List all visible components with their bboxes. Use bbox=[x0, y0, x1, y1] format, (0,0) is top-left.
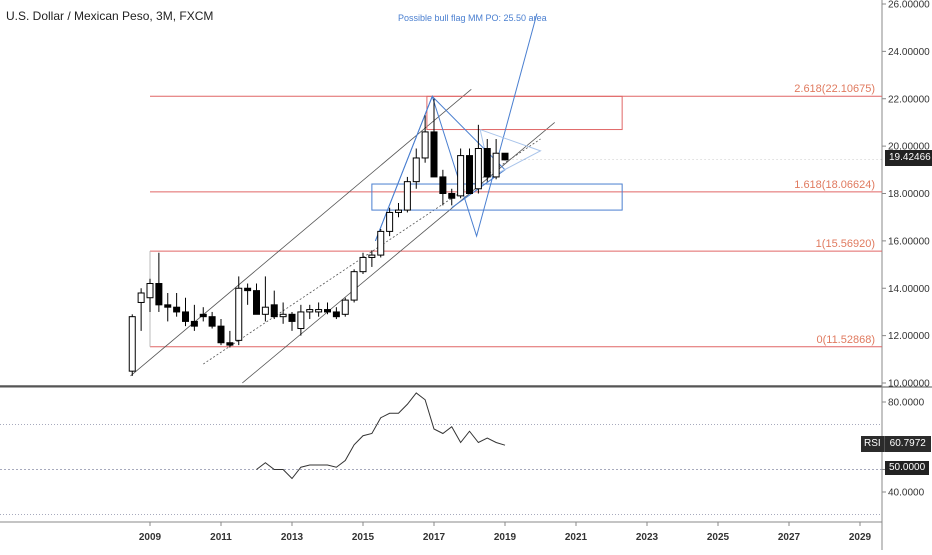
channel-lower-line bbox=[242, 122, 555, 384]
candle-up bbox=[457, 155, 465, 197]
time-tick-label: 2013 bbox=[281, 532, 304, 543]
channel-upper-line bbox=[130, 88, 472, 377]
candle-down bbox=[164, 304, 172, 308]
candle-down bbox=[430, 131, 438, 178]
candle-down bbox=[483, 147, 491, 178]
fib-level-label: 2.618(22.10675) bbox=[794, 83, 875, 95]
time-tick-label: 2019 bbox=[494, 532, 517, 543]
candle-down bbox=[226, 342, 234, 346]
candle-up bbox=[279, 313, 287, 318]
projection-polyline bbox=[374, 13, 538, 242]
fib-level-label: 0(11.52868) bbox=[816, 334, 875, 346]
drawings-layer bbox=[130, 13, 623, 384]
target-zone-red-box bbox=[426, 95, 623, 131]
candle-up bbox=[306, 309, 314, 313]
price-tick-label: 10.00000 bbox=[888, 379, 930, 390]
support-zone-blue-box bbox=[371, 183, 623, 211]
candle-up bbox=[146, 283, 154, 299]
candle-down bbox=[288, 313, 296, 322]
rsi-layer bbox=[0, 392, 882, 515]
candles-layer bbox=[128, 98, 882, 376]
candle-up bbox=[403, 181, 411, 211]
time-tick-label: 2015 bbox=[352, 532, 375, 543]
candle-up bbox=[386, 211, 394, 232]
candle-up bbox=[128, 316, 136, 372]
candle-up bbox=[395, 209, 402, 213]
rsi-badge-value: 60.7972 bbox=[883, 436, 931, 452]
candle-down bbox=[155, 283, 163, 306]
flagpole-line bbox=[374, 96, 433, 242]
candle-down bbox=[217, 325, 225, 344]
candle-down bbox=[324, 309, 331, 313]
candle-down bbox=[244, 287, 252, 292]
time-tick-label: 2027 bbox=[778, 532, 801, 543]
candle-up bbox=[137, 292, 145, 303]
time-tick-label: 2009 bbox=[139, 532, 162, 543]
candle-up bbox=[341, 299, 349, 315]
candle-up bbox=[474, 147, 482, 190]
rsi-tick-label: 80.0000 bbox=[888, 398, 925, 409]
rsi-fifty-badge: 50.0000 bbox=[885, 461, 930, 475]
rsi-badge-label: RSI bbox=[861, 436, 884, 452]
candle-up bbox=[235, 287, 243, 341]
candle-down bbox=[253, 290, 260, 315]
rsi-line bbox=[256, 392, 506, 480]
fib-level-label: 1.618(18.06624) bbox=[794, 179, 875, 191]
candle-down bbox=[208, 316, 216, 327]
candle-down bbox=[199, 313, 207, 318]
candle-up bbox=[297, 311, 305, 330]
price-tick-label: 26.00000 bbox=[888, 0, 930, 11]
price-tick-label: 14.00000 bbox=[888, 284, 930, 295]
pennant-triangle bbox=[479, 129, 542, 178]
candle-down bbox=[190, 320, 198, 327]
candle-down bbox=[448, 193, 456, 199]
symbol-title: U.S. Dollar / Mexican Peso, 3M, FXCM bbox=[6, 9, 214, 23]
candle-up bbox=[492, 152, 500, 178]
price-tick-label: 16.00000 bbox=[888, 236, 930, 247]
bull-flag-annotation: Possible bull flag MM PO: 25.50 area bbox=[398, 13, 547, 23]
rsi-badge: RSI 60.7972 bbox=[861, 436, 931, 452]
candle-down bbox=[439, 176, 447, 194]
time-tick-label: 2011 bbox=[210, 532, 232, 543]
candle-down bbox=[332, 311, 340, 318]
candle-down bbox=[182, 311, 189, 322]
current-price-badge: 19.42466 bbox=[885, 150, 932, 166]
rsi-tick-label: 40.0000 bbox=[888, 488, 925, 499]
candle-up bbox=[412, 157, 420, 183]
candle-up bbox=[359, 256, 367, 273]
candle-down bbox=[270, 304, 278, 318]
candle-up bbox=[368, 254, 376, 258]
price-tick-label: 12.00000 bbox=[888, 331, 930, 342]
candle-up bbox=[377, 230, 385, 256]
candle-up bbox=[421, 131, 429, 159]
candle-down bbox=[466, 155, 473, 195]
candle-up bbox=[261, 306, 269, 315]
time-tick-label: 2023 bbox=[636, 532, 659, 543]
candle-down bbox=[501, 152, 509, 161]
axis-layer: 26.00000 24.00000 22.00000 20.00000 18.00000… bbox=[139, 0, 930, 543]
price-tick-label: 22.00000 bbox=[888, 94, 930, 105]
price-tick-label: 24.00000 bbox=[888, 47, 930, 58]
time-tick-label: 2021 bbox=[565, 532, 588, 543]
candle-up bbox=[315, 309, 323, 313]
fib-level-label: 1(15.56920) bbox=[816, 238, 875, 250]
price-tick-label: 18.00000 bbox=[888, 189, 930, 200]
time-tick-label: 2017 bbox=[423, 532, 446, 543]
time-tick-label: 2029 bbox=[849, 532, 872, 543]
price-tick-label: 20.00000 bbox=[888, 142, 930, 153]
candle-down bbox=[173, 306, 181, 313]
candle-up bbox=[350, 271, 358, 301]
time-tick-label: 2025 bbox=[707, 532, 730, 543]
